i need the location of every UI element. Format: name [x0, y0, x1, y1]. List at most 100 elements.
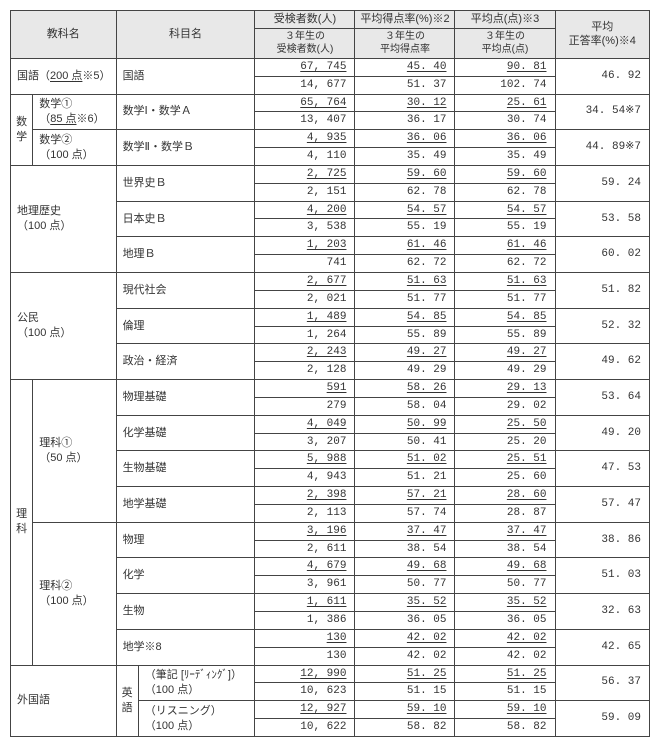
avg-score: 54. 57 — [455, 201, 555, 219]
kyouka-label: 数学 — [11, 94, 33, 165]
correct-rate: 53. 64 — [555, 380, 650, 416]
examinees: 65, 764 — [255, 94, 355, 112]
avg-rate-3y: 35. 49 — [355, 148, 455, 166]
examinees-3y: 1, 264 — [255, 326, 355, 344]
examinees: 1, 611 — [255, 594, 355, 612]
examinees-3y: 3, 538 — [255, 219, 355, 237]
correct-rate: 46. 92 — [555, 58, 650, 94]
avg-rate: 36. 06 — [355, 130, 455, 148]
avg-score: 37. 47 — [455, 522, 555, 540]
header-avgscore: 平均点(点)※3 — [455, 11, 555, 29]
avg-score-3y: 58. 82 — [455, 719, 555, 737]
correct-rate: 42. 65 — [555, 629, 650, 665]
examinees-3y: 10, 623 — [255, 683, 355, 701]
correct-rate: 53. 58 — [555, 201, 650, 237]
correct-rate: 51. 82 — [555, 272, 650, 308]
kyouka-label: 公民（100 点） — [11, 272, 117, 379]
subject-name: 化学基礎 — [116, 415, 255, 451]
subject-name: 化学 — [116, 558, 255, 594]
avg-score: 49. 27 — [455, 344, 555, 362]
kyouka-label: 理科 — [11, 380, 33, 666]
avg-rate-3y: 51. 15 — [355, 683, 455, 701]
avg-rate: 61. 46 — [355, 237, 455, 255]
avg-rate: 59. 10 — [355, 701, 455, 719]
avg-score-3y: 55. 89 — [455, 326, 555, 344]
correct-rate: 57. 47 — [555, 487, 650, 523]
examinees-3y: 2, 128 — [255, 362, 355, 380]
avg-rate-3y: 62. 72 — [355, 255, 455, 273]
avg-score: 59. 10 — [455, 701, 555, 719]
avg-score-3y: 28. 87 — [455, 504, 555, 522]
avg-score-3y: 62. 78 — [455, 183, 555, 201]
header-kyouka: 教科名 — [11, 11, 117, 59]
avg-rate: 58. 26 — [355, 380, 455, 398]
english-label: 英語 — [116, 665, 138, 736]
examinees-3y: 4, 943 — [255, 469, 355, 487]
avg-rate: 37. 47 — [355, 522, 455, 540]
header-kamoku: 科目名 — [116, 11, 255, 59]
avg-score: 49. 68 — [455, 558, 555, 576]
subject-name: 物理基礎 — [116, 380, 255, 416]
subject-name: 政治・経済 — [116, 344, 255, 380]
avg-rate: 49. 68 — [355, 558, 455, 576]
examinees-3y: 13, 407 — [255, 112, 355, 130]
avg-score: 90. 81 — [455, 58, 555, 76]
examinees: 67, 745 — [255, 58, 355, 76]
correct-rate: 49. 62 — [555, 344, 650, 380]
kyouka-label: 外国語 — [11, 665, 117, 736]
avg-rate-3y: 36. 05 — [355, 612, 455, 630]
avg-rate: 49. 27 — [355, 344, 455, 362]
subject-name: 数学Ⅰ・数学Ａ — [116, 94, 255, 130]
subheader-avgrate-3y: ３年生の平均得点率 — [355, 28, 455, 58]
examinees-3y: 2, 113 — [255, 504, 355, 522]
avg-rate: 50. 99 — [355, 415, 455, 433]
avg-score-3y: 36. 05 — [455, 612, 555, 630]
avg-score-3y: 49. 29 — [455, 362, 555, 380]
examinees-3y: 3, 207 — [255, 433, 355, 451]
examinees: 2, 725 — [255, 165, 355, 183]
avg-score: 42. 02 — [455, 629, 555, 647]
examinees: 12, 990 — [255, 665, 355, 683]
avg-rate-3y: 50. 77 — [355, 576, 455, 594]
avg-rate-3y: 50. 41 — [355, 433, 455, 451]
examinees: 1, 489 — [255, 308, 355, 326]
subject-name: （リスニング）（100 点） — [138, 701, 255, 737]
avg-rate-3y: 57. 74 — [355, 504, 455, 522]
subject-name: 数学Ⅱ・数学Ｂ — [116, 130, 255, 166]
avg-score-3y: 102. 74 — [455, 76, 555, 94]
sub-kyouka: 理科①（50 点） — [33, 380, 116, 523]
kyouka-label: 国語（200 点※5） — [11, 58, 117, 94]
examinees-3y: 2, 021 — [255, 290, 355, 308]
examinees-3y: 279 — [255, 397, 355, 415]
avg-rate: 54. 85 — [355, 308, 455, 326]
correct-rate: 60. 02 — [555, 237, 650, 273]
avg-rate-3y: 42. 02 — [355, 647, 455, 665]
avg-rate-3y: 62. 78 — [355, 183, 455, 201]
correct-rate: 51. 03 — [555, 558, 650, 594]
avg-score-3y: 51. 15 — [455, 683, 555, 701]
avg-score-3y: 38. 54 — [455, 540, 555, 558]
avg-score: 59. 60 — [455, 165, 555, 183]
avg-rate: 54. 57 — [355, 201, 455, 219]
avg-score-3y: 55. 19 — [455, 219, 555, 237]
subject-name: 地学※8 — [116, 629, 255, 665]
subject-name: 生物 — [116, 594, 255, 630]
examinees-3y: 4, 110 — [255, 148, 355, 166]
avg-score: 51. 63 — [455, 272, 555, 290]
avg-score-3y: 29. 02 — [455, 397, 555, 415]
examinees-3y: 2, 151 — [255, 183, 355, 201]
examinees: 3, 196 — [255, 522, 355, 540]
examinees-3y: 741 — [255, 255, 355, 273]
subject-name: 倫理 — [116, 308, 255, 344]
subject-name: 物理 — [116, 522, 255, 558]
avg-score-3y: 62. 72 — [455, 255, 555, 273]
correct-rate: 34. 54※7 — [555, 94, 650, 130]
sub-kyouka: 数学①（85 点※6） — [33, 94, 116, 130]
examinees-3y: 2, 611 — [255, 540, 355, 558]
avg-rate-3y: 51. 77 — [355, 290, 455, 308]
correct-rate: 56. 37 — [555, 665, 650, 701]
avg-score: 61. 46 — [455, 237, 555, 255]
avg-score: 28. 60 — [455, 487, 555, 505]
avg-rate: 51. 02 — [355, 451, 455, 469]
examinees: 1, 203 — [255, 237, 355, 255]
